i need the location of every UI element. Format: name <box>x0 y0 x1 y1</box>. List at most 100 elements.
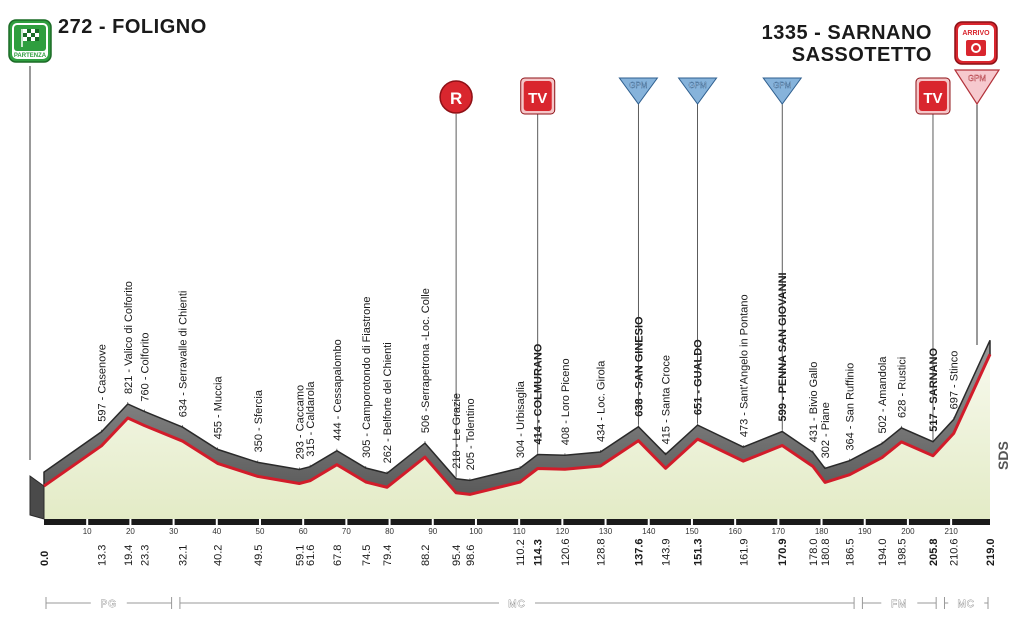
waypoint-name: 502 - Amandola <box>877 356 889 434</box>
waypoint-km: 210.6 <box>949 538 961 566</box>
waypoint-name: 293 - Caccamo <box>294 385 306 460</box>
profile-base-area <box>44 354 990 519</box>
axis-tick-mark <box>820 519 823 525</box>
axis-tick-mark <box>561 519 564 525</box>
waypoint-name: 473 - Sant'Angelo in Pontano <box>738 294 750 437</box>
waypoint-km: 186.5 <box>845 538 857 566</box>
axis-tick-mark <box>258 519 261 525</box>
axis-tick-mark <box>906 519 909 525</box>
tv-marker-label: TV <box>528 90 547 107</box>
waypoint-name: 506 -Serrapetrona -Loc. Colle <box>420 288 432 433</box>
waypoint-name: 414 - COLMURANO <box>533 343 545 444</box>
waypoint-name: 302 - Piane <box>820 402 832 458</box>
axis-tick-label: 30 <box>169 527 178 536</box>
region-label-bg <box>881 596 918 609</box>
waypoint-name: 634 - Serravalle di Chienti <box>178 291 190 418</box>
flag-cell <box>27 37 31 41</box>
refreshment-marker <box>439 80 473 114</box>
axis-tick-mark <box>604 519 607 525</box>
waypoint-name: 651 - GUALDO <box>693 339 705 415</box>
waypoint-km: 61.6 <box>305 545 317 566</box>
flag-cell <box>23 33 27 37</box>
refreshment-marker-label: R <box>450 89 462 108</box>
waypoint-km: 88.2 <box>420 545 432 566</box>
waypoint-km: 198.5 <box>896 538 908 566</box>
region-label: FM <box>891 599 907 610</box>
waypoint-km: 59.1 <box>294 545 306 566</box>
waypoint-km: 128.8 <box>595 538 607 566</box>
region-label-bg <box>948 596 985 609</box>
axis-tick-label: 60 <box>299 527 308 536</box>
start-finish-badges: PARTENZA ARRIVO GPM <box>8 19 1001 106</box>
flag-cell <box>35 37 39 41</box>
finish-camera-lens-inner <box>973 45 979 51</box>
waypoint-km: 49.5 <box>253 545 265 566</box>
axis-tick-mark <box>345 519 348 525</box>
axis-tick-label: 150 <box>685 527 699 536</box>
waypoint-km: 114.3 <box>533 539 545 566</box>
start-badge-label: PARTENZA <box>14 53 47 59</box>
region-label: PG <box>101 599 117 610</box>
waypoint-km: 0.0 <box>39 551 51 566</box>
waypoint-km: 170.9 <box>777 538 789 566</box>
waypoint-km: 98.6 <box>465 545 477 566</box>
waypoint-km: 178.0 <box>808 538 820 566</box>
waypoint-name: 444 - Cessapalombo <box>332 339 344 441</box>
waypoint-km: 194.0 <box>877 538 889 566</box>
axis-tick-mark <box>388 519 391 525</box>
waypoint-km: 95.4 <box>451 545 463 566</box>
axis-tick-label: 100 <box>469 527 483 536</box>
gpm-marker <box>618 77 659 105</box>
waypoint-name: 597 - Casenove <box>96 344 108 422</box>
axis-tick-label: 110 <box>513 527 526 536</box>
waypoint-name: 408 - Loro Piceno <box>560 358 572 445</box>
tv-marker-label: TV <box>923 90 942 107</box>
axis-tick-label: 50 <box>256 527 265 536</box>
flag-cell <box>31 37 35 41</box>
region-label-bg <box>499 596 535 609</box>
axis-tick-mark <box>215 519 218 525</box>
gpm-marker-label: GPM <box>773 81 792 90</box>
axis-tick-label: 210 <box>944 527 958 536</box>
region-label-bg <box>90 596 127 609</box>
waypoint-name: 697 - Stinco <box>949 351 961 410</box>
road-line <box>43 353 992 496</box>
axis-tick-label: 90 <box>428 527 437 536</box>
gpm-marker-label: GPM <box>629 81 648 90</box>
axis-tick-mark <box>647 519 650 525</box>
region-bar: PG MC FM MC <box>45 596 989 610</box>
waypoint-km: 13.3 <box>96 545 108 566</box>
waypoint-labels: 0.0 597 - Casenove 13.3 821 - Valico di Col… <box>39 272 997 566</box>
axis-tick-label: 130 <box>599 527 613 536</box>
flag-cell <box>31 33 35 37</box>
waypoint-name: 517 - SARNANO <box>928 348 940 432</box>
waypoint-km: 19.4 <box>123 545 135 566</box>
axis-tick-label: 10 <box>83 527 92 536</box>
waypoint-name: 350 - Sfercia <box>253 389 265 452</box>
flag-cell <box>35 29 39 33</box>
flag-cell <box>27 29 31 33</box>
axis-tick-label: 20 <box>126 527 135 536</box>
waypoint-name: 364 - San Ruffinio <box>845 363 857 451</box>
waypoint-name: 628 - Rustici <box>896 357 908 418</box>
axis-tick-mark <box>690 519 693 525</box>
flag-cell <box>23 29 27 33</box>
waypoint-km: 205.8 <box>928 538 940 566</box>
start-location-title: 272 - FOLIGNO <box>58 16 207 38</box>
axis-tick-mark <box>431 519 434 525</box>
axis-tick-mark <box>863 519 866 525</box>
axis-tick-mark <box>518 519 521 525</box>
profile-start-edge <box>29 475 45 520</box>
waypoint-name: 218 - Le Grazie <box>451 393 463 469</box>
flag-cell <box>27 33 31 37</box>
axis-tick-mark <box>172 519 175 525</box>
axis-tick-mark <box>950 519 953 525</box>
gpm-marker <box>677 77 718 105</box>
waypoint-km: 137.6 <box>633 538 645 566</box>
waypoint-km: 110.2 <box>515 539 527 566</box>
axis-tick-mark <box>129 519 132 525</box>
course-markers: R TV GPM GPM GPM TV <box>439 77 951 477</box>
tv-marker-inner <box>918 81 947 111</box>
waypoint-name: 599 - PENNA SAN GIOVANNI <box>777 272 789 421</box>
